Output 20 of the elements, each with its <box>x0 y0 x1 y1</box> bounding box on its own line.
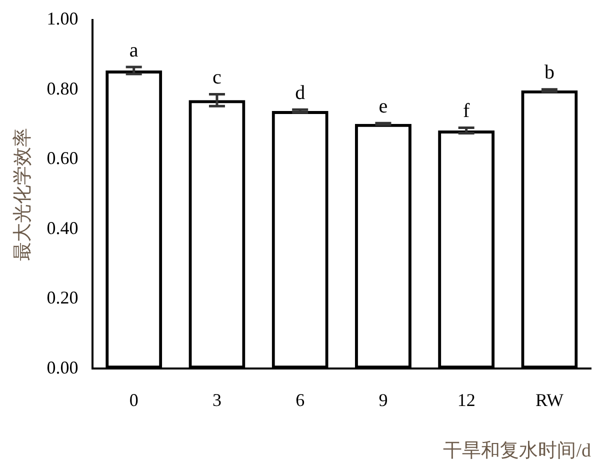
annotation: a <box>129 39 138 62</box>
annotation: e <box>378 95 388 118</box>
y-tick-label: 0.20 <box>46 288 78 308</box>
y-tick-label: 1.00 <box>46 8 78 29</box>
annotation: f <box>462 100 470 122</box>
x-tick-label: RW <box>535 390 564 410</box>
y-tick-label: 0.80 <box>46 78 78 98</box>
annotation: c <box>212 66 222 88</box>
annotation: d <box>295 82 306 104</box>
y-tick-label: 0.60 <box>46 148 78 168</box>
y-axis-title: 最大光化学效率 <box>11 128 34 261</box>
annotation: b <box>544 62 554 84</box>
x-tick-label: 3 <box>212 390 222 410</box>
x-tick-label: 0 <box>129 390 138 410</box>
y-tick-label: 0.00 <box>46 357 78 378</box>
x-tick-label: 9 <box>378 390 388 410</box>
y-tick-label: 0.40 <box>46 218 78 238</box>
x-axis-title: 干旱和复水时间/d <box>443 440 592 462</box>
x-tick-label: 6 <box>296 390 305 410</box>
x-tick-label: 12 <box>457 390 476 410</box>
